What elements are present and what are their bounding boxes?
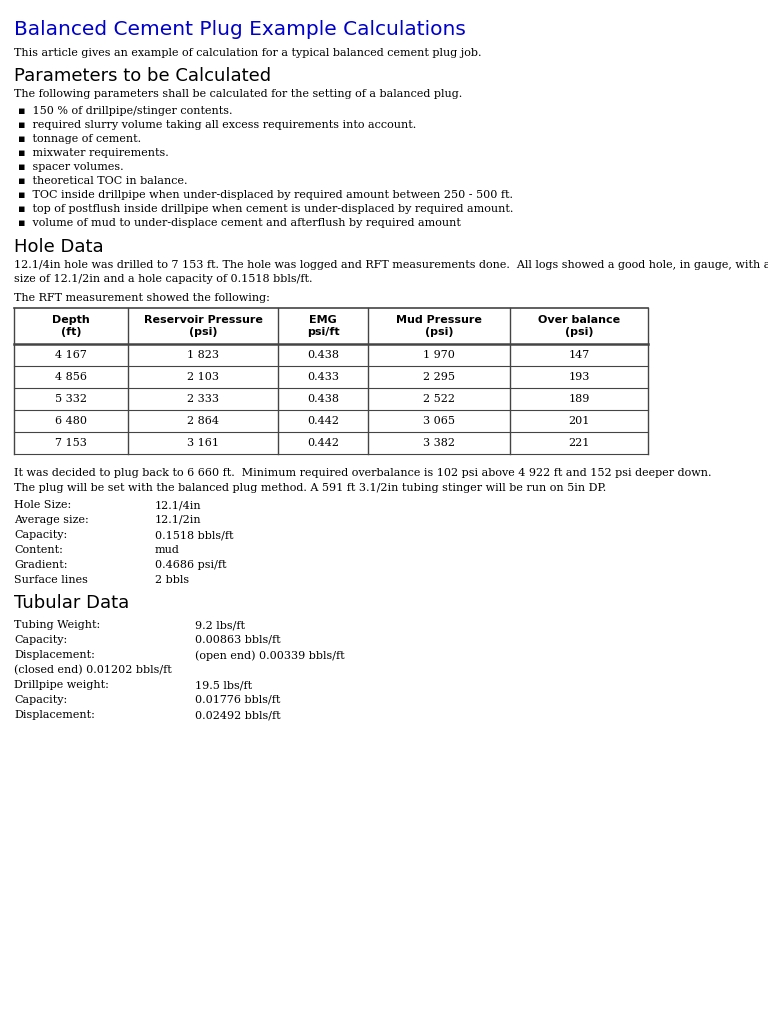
Text: Tubular Data: Tubular Data [14, 594, 129, 612]
Text: 2 864: 2 864 [187, 416, 219, 426]
Text: 2 295: 2 295 [423, 372, 455, 382]
Text: Displacement:: Displacement: [14, 650, 95, 660]
Text: 1 970: 1 970 [423, 350, 455, 360]
Text: 2 103: 2 103 [187, 372, 219, 382]
Text: 5 332: 5 332 [55, 394, 87, 404]
Text: 0.01776 bbls/ft: 0.01776 bbls/ft [195, 695, 280, 705]
Text: Capacity:: Capacity: [14, 635, 68, 645]
Text: 12.1/4in: 12.1/4in [155, 500, 202, 510]
Text: 0.442: 0.442 [307, 438, 339, 449]
Text: 147: 147 [568, 350, 590, 360]
Text: ▪  spacer volumes.: ▪ spacer volumes. [18, 162, 124, 172]
Text: 6 480: 6 480 [55, 416, 87, 426]
Text: The RFT measurement showed the following:: The RFT measurement showed the following… [14, 293, 270, 303]
Text: 189: 189 [568, 394, 590, 404]
Text: 4 856: 4 856 [55, 372, 87, 382]
Text: Hole Size:: Hole Size: [14, 500, 71, 510]
Text: 0.438: 0.438 [307, 394, 339, 404]
Text: 0.02492 bbls/ft: 0.02492 bbls/ft [195, 710, 280, 720]
Text: mud: mud [155, 545, 180, 555]
Text: 221: 221 [568, 438, 590, 449]
Text: Drillpipe weight:: Drillpipe weight: [14, 680, 109, 690]
Text: Tubing Weight:: Tubing Weight: [14, 620, 101, 630]
Text: 3 382: 3 382 [423, 438, 455, 449]
Text: 4 167: 4 167 [55, 350, 87, 360]
Text: EMG
psi/ft: EMG psi/ft [306, 315, 339, 337]
Text: Capacity:: Capacity: [14, 530, 68, 540]
Text: 2 333: 2 333 [187, 394, 219, 404]
Text: ▪  required slurry volume taking all excess requirements into account.: ▪ required slurry volume taking all exce… [18, 120, 416, 130]
Text: 12.1/2in: 12.1/2in [155, 515, 202, 525]
Text: 201: 201 [568, 416, 590, 426]
Text: ▪  TOC inside drillpipe when under-displaced by required amount between 250 - 50: ▪ TOC inside drillpipe when under-displa… [18, 190, 513, 200]
Text: Over balance
(psi): Over balance (psi) [538, 315, 620, 337]
Text: The following parameters shall be calculated for the setting of a balanced plug.: The following parameters shall be calcul… [14, 89, 462, 99]
Text: 2 bbls: 2 bbls [155, 575, 189, 585]
Text: Gradient:: Gradient: [14, 560, 68, 570]
Text: 1 823: 1 823 [187, 350, 219, 360]
Text: Average size:: Average size: [14, 515, 89, 525]
Text: 0.1518 bbls/ft: 0.1518 bbls/ft [155, 530, 233, 540]
Text: 3 065: 3 065 [423, 416, 455, 426]
Text: Hole Data: Hole Data [14, 238, 104, 256]
Text: Depth
(ft): Depth (ft) [52, 315, 90, 337]
Text: size of 12.1/2in and a hole capacity of 0.1518 bbls/ft.: size of 12.1/2in and a hole capacity of … [14, 274, 313, 284]
Text: This article gives an example of calculation for a typical balanced cement plug : This article gives an example of calcula… [14, 48, 482, 58]
Text: ▪  top of postflush inside drillpipe when cement is under-displaced by required : ▪ top of postflush inside drillpipe when… [18, 204, 513, 214]
Text: ▪  150 % of drillpipe/stinger contents.: ▪ 150 % of drillpipe/stinger contents. [18, 106, 233, 116]
Text: It was decided to plug back to 6 660 ft.  Minimum required overbalance is 102 ps: It was decided to plug back to 6 660 ft.… [14, 468, 711, 478]
Text: (closed end) 0.01202 bbls/ft: (closed end) 0.01202 bbls/ft [14, 665, 172, 675]
Text: Content:: Content: [14, 545, 63, 555]
Text: Reservoir Pressure
(psi): Reservoir Pressure (psi) [144, 315, 263, 337]
Text: Surface lines: Surface lines [14, 575, 88, 585]
Text: 0.00863 bbls/ft: 0.00863 bbls/ft [195, 635, 280, 645]
Text: 0.438: 0.438 [307, 350, 339, 360]
Text: ▪  mixwater requirements.: ▪ mixwater requirements. [18, 148, 169, 158]
Text: ▪  theoretical TOC in balance.: ▪ theoretical TOC in balance. [18, 176, 187, 186]
Text: 9.2 lbs/ft: 9.2 lbs/ft [195, 620, 245, 630]
Text: (open end) 0.00339 bbls/ft: (open end) 0.00339 bbls/ft [195, 650, 345, 660]
Text: 7 153: 7 153 [55, 438, 87, 449]
Text: 0.4686 psi/ft: 0.4686 psi/ft [155, 560, 227, 570]
Text: Displacement:: Displacement: [14, 710, 95, 720]
Text: Mud Pressure
(psi): Mud Pressure (psi) [396, 315, 482, 337]
Text: 0.433: 0.433 [307, 372, 339, 382]
Text: 0.442: 0.442 [307, 416, 339, 426]
Text: Parameters to be Calculated: Parameters to be Calculated [14, 67, 271, 85]
Text: 19.5 lbs/ft: 19.5 lbs/ft [195, 680, 252, 690]
Text: 12.1/4in hole was drilled to 7 153 ft. The hole was logged and RFT measurements : 12.1/4in hole was drilled to 7 153 ft. T… [14, 260, 768, 270]
Text: 3 161: 3 161 [187, 438, 219, 449]
Text: Capacity:: Capacity: [14, 695, 68, 705]
Text: 193: 193 [568, 372, 590, 382]
Text: ▪  volume of mud to under-displace cement and afterflush by required amount: ▪ volume of mud to under-displace cement… [18, 218, 461, 228]
Text: ▪  tonnage of cement.: ▪ tonnage of cement. [18, 134, 141, 144]
Text: The plug will be set with the balanced plug method. A 591 ft 3.1/2in tubing stin: The plug will be set with the balanced p… [14, 483, 606, 493]
Text: Balanced Cement Plug Example Calculations: Balanced Cement Plug Example Calculation… [14, 20, 466, 39]
Text: 2 522: 2 522 [423, 394, 455, 404]
